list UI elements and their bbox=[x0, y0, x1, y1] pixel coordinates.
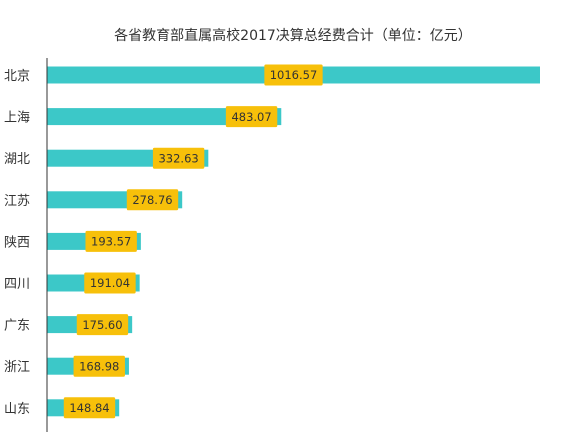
data-label-box bbox=[126, 189, 179, 211]
category-label: 上海 bbox=[4, 111, 30, 126]
data-label-box bbox=[63, 397, 116, 419]
data-label-box bbox=[85, 230, 137, 252]
data-label: 483.07 bbox=[231, 110, 271, 124]
data-label: 193.57 bbox=[91, 235, 131, 249]
data-label-box bbox=[84, 272, 136, 294]
data-label: 168.98 bbox=[79, 359, 119, 373]
category-label: 江苏 bbox=[4, 193, 30, 209]
data-label: 332.63 bbox=[158, 151, 198, 165]
data-label-box bbox=[76, 314, 129, 336]
category-label: 四川 bbox=[4, 277, 30, 292]
data-label-box bbox=[225, 106, 278, 128]
category-label: 浙江 bbox=[4, 360, 30, 375]
data-label: 148.84 bbox=[69, 401, 109, 415]
chart-title: 各省教育部直属高校2017决算总经费合计（单位：亿元） bbox=[114, 27, 472, 44]
data-label-box bbox=[152, 147, 205, 169]
category-label: 广东 bbox=[4, 319, 30, 334]
category-label: 北京 bbox=[4, 69, 30, 84]
category-label: 湖北 bbox=[4, 152, 30, 167]
data-label: 191.04 bbox=[90, 276, 130, 290]
bars-layer: 北京 1016.57 上海 483.07 湖北 332.63 江苏 278.76 陕西 193.5… bbox=[4, 64, 540, 419]
data-label-box bbox=[73, 355, 125, 377]
bar bbox=[47, 108, 282, 126]
category-label: 陕西 bbox=[4, 235, 30, 250]
data-label: 278.76 bbox=[132, 193, 172, 207]
category-label: 山东 bbox=[4, 402, 30, 417]
data-label: 1016.57 bbox=[270, 68, 318, 82]
data-label-box bbox=[264, 64, 323, 86]
data-label: 175.60 bbox=[82, 318, 122, 332]
